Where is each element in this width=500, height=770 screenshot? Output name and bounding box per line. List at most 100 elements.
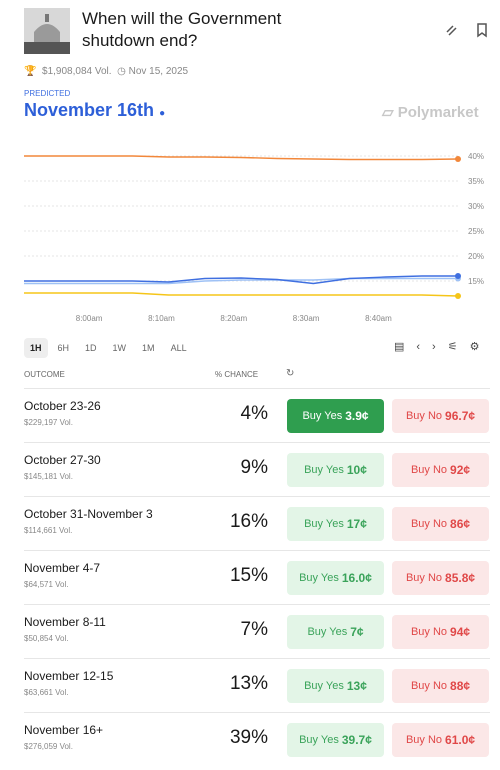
chance: 4% (240, 403, 268, 424)
y-tick-label: 30% (468, 202, 484, 211)
series-line (24, 292, 459, 297)
buy-no-label: Buy No (410, 518, 448, 530)
outcome-name: November 16+ (24, 723, 104, 737)
buy-yes-label: Buy Yes (304, 518, 344, 530)
chance: 13% (229, 673, 268, 694)
market-title: When will the Government shutdown end? (82, 9, 282, 50)
yes-price: 10¢ (346, 463, 367, 477)
col-chance: % CHANCE (215, 370, 259, 379)
yes-price: 16.0¢ (341, 571, 372, 585)
row-divider (24, 550, 490, 551)
predicted-value: November 16th ● (24, 100, 166, 120)
buy-yes-button[interactable]: Buy Yes 7¢ (287, 615, 384, 649)
meta: 🏆 $1,908,084 Vol. ◷ Nov 15, 2025 (24, 66, 189, 77)
yes-price: 17¢ (346, 517, 367, 531)
buy-yes-label: Buy Yes (304, 464, 344, 476)
end-dot (455, 273, 461, 279)
no-price: 86¢ (450, 517, 471, 531)
series-line (24, 277, 458, 285)
no-price: 85.8¢ (445, 571, 476, 585)
row-divider (24, 388, 490, 389)
chart-tools[interactable]: ▤‹›⚟⚙ (394, 341, 492, 353)
y-tick-label: 25% (468, 227, 484, 236)
yes-price: 39.7¢ (341, 733, 372, 747)
row-divider (24, 658, 490, 659)
no-price: 96.7¢ (445, 409, 476, 423)
buy-no-label: Buy No (410, 626, 448, 638)
buy-no-label: Buy No (410, 464, 448, 476)
outcome-volume: $276,059 Vol. (24, 742, 73, 751)
outcome-volume: $145,181 Vol. (24, 472, 73, 481)
brand: ▱ Polymarket (382, 104, 479, 121)
buy-yes-button[interactable]: Buy Yes 16.0¢ (287, 561, 384, 595)
range-tab[interactable]: 1D (85, 343, 97, 353)
buy-yes-button[interactable]: Buy Yes 3.9¢ (287, 399, 384, 433)
end-date: Nov 15, 2025 (128, 66, 189, 77)
outcome-name: November 4-7 (24, 561, 101, 575)
buy-yes-button[interactable]: Buy Yes 13¢ (287, 669, 384, 703)
chance: 16% (229, 511, 268, 532)
outcome-volume: $64,571 Vol. (24, 580, 69, 589)
series-line (24, 155, 459, 161)
yes-price: 13¢ (346, 679, 367, 693)
refresh-icon[interactable]: ↻ (286, 368, 295, 379)
range-tabs: 1H 6H 1D 1W 1M ALL (24, 338, 193, 358)
buy-no-label: Buy No (405, 410, 443, 422)
buy-yes-label: Buy Yes (299, 734, 339, 746)
no-price: 88¢ (450, 679, 471, 693)
volume: $1,908,084 Vol. (42, 66, 112, 77)
row-divider (24, 712, 490, 713)
buy-no-button[interactable]: Buy No 86¢ (392, 507, 489, 541)
yes-price: 3.9¢ (345, 409, 369, 423)
range-tab[interactable]: 1M (142, 343, 155, 353)
buy-yes-button[interactable]: Buy Yes 39.7¢ (287, 723, 384, 757)
range-tab[interactable]: 1W (112, 343, 127, 353)
chance: 9% (240, 457, 268, 478)
range-tab[interactable]: 1H (24, 338, 48, 358)
y-tick-label: 20% (468, 252, 484, 261)
header-icons[interactable] (444, 22, 490, 38)
buy-no-button[interactable]: Buy No 88¢ (392, 669, 489, 703)
buy-yes-button[interactable]: Buy Yes 10¢ (287, 453, 384, 487)
buy-no-label: Buy No (410, 680, 448, 692)
buy-yes-label: Buy Yes (307, 626, 348, 638)
series-line (24, 275, 458, 285)
outcome-volume: $50,854 Vol. (24, 634, 69, 643)
buy-no-button[interactable]: Buy No 94¢ (392, 615, 489, 649)
row-divider (24, 604, 490, 605)
outcome-name: October 27-30 (24, 453, 101, 467)
brand-name: Polymarket (397, 104, 479, 121)
x-tick-label: 8:10am (148, 314, 175, 323)
chart: 40% 35% 30% 25% 20% 15% 8:00am 8:10am 8:20am 8:30… (24, 152, 484, 323)
buy-yes-label: Buy Yes (304, 680, 344, 692)
x-tick-label: 8:00am (76, 314, 103, 323)
buy-yes-label: Buy Yes (302, 410, 343, 422)
buy-no-label: Buy No (405, 734, 443, 746)
col-outcome: OUTCOME (24, 370, 65, 379)
end-dot (455, 156, 461, 162)
no-price: 92¢ (450, 463, 471, 477)
market-image (24, 8, 70, 54)
buy-no-button[interactable]: Buy No 85.8¢ (392, 561, 489, 595)
buy-no-button[interactable]: Buy No 61.0¢ (392, 723, 489, 757)
outcome-volume: $114,661 Vol. (24, 526, 73, 535)
buy-no-button[interactable]: Buy No 96.7¢ (392, 399, 489, 433)
chance: 15% (229, 565, 268, 586)
outcome-name: November 12-15 (24, 669, 114, 683)
outcome-name: October 31-November 3 (24, 507, 153, 521)
range-tab[interactable]: ALL (170, 343, 187, 353)
outcome-volume: $229,197 Vol. (24, 418, 73, 427)
x-tick-label: 8:20am (220, 314, 247, 323)
row-divider (24, 496, 490, 497)
buy-yes-label: Buy Yes (299, 572, 339, 584)
predicted-label: PREDICTED (24, 89, 71, 98)
chance: 39% (229, 727, 268, 748)
buy-no-label: Buy No (405, 572, 443, 584)
buy-no-button[interactable]: Buy No 92¢ (392, 453, 489, 487)
buy-yes-button[interactable]: Buy Yes 17¢ (287, 507, 384, 541)
no-price: 94¢ (450, 625, 471, 639)
outcome-volume: $63,661 Vol. (24, 688, 69, 697)
y-tick-label: 35% (468, 177, 484, 186)
range-tab[interactable]: 6H (57, 343, 70, 353)
